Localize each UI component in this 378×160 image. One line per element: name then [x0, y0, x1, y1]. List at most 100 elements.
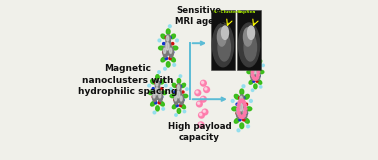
Ellipse shape — [257, 72, 259, 77]
Ellipse shape — [180, 96, 182, 101]
Circle shape — [253, 62, 255, 64]
Ellipse shape — [246, 107, 252, 111]
Circle shape — [251, 75, 253, 77]
Circle shape — [199, 123, 201, 125]
Circle shape — [172, 43, 174, 45]
Ellipse shape — [158, 92, 163, 102]
Circle shape — [161, 88, 163, 90]
Ellipse shape — [160, 102, 164, 106]
Circle shape — [237, 104, 240, 107]
Ellipse shape — [254, 84, 257, 89]
Circle shape — [243, 101, 245, 104]
Ellipse shape — [156, 106, 159, 111]
Circle shape — [158, 102, 160, 104]
Circle shape — [256, 80, 258, 82]
Ellipse shape — [175, 96, 177, 101]
Ellipse shape — [222, 26, 228, 39]
Circle shape — [241, 116, 244, 119]
Circle shape — [251, 74, 254, 76]
Circle shape — [204, 88, 207, 90]
Circle shape — [255, 78, 257, 80]
Circle shape — [237, 129, 240, 132]
Circle shape — [161, 96, 163, 98]
Circle shape — [262, 64, 264, 67]
Ellipse shape — [172, 46, 178, 50]
Ellipse shape — [251, 71, 255, 80]
Ellipse shape — [243, 109, 245, 114]
Circle shape — [169, 57, 171, 60]
Circle shape — [197, 102, 200, 104]
Ellipse shape — [155, 80, 160, 90]
Ellipse shape — [243, 108, 247, 119]
Ellipse shape — [166, 42, 169, 50]
Circle shape — [238, 101, 241, 104]
Ellipse shape — [212, 23, 234, 67]
Ellipse shape — [237, 109, 239, 114]
Circle shape — [238, 114, 241, 117]
Ellipse shape — [177, 108, 181, 113]
Ellipse shape — [181, 104, 186, 109]
Circle shape — [152, 96, 154, 98]
Text: EapSea: EapSea — [238, 10, 256, 14]
Circle shape — [203, 110, 205, 112]
Ellipse shape — [174, 95, 178, 105]
Ellipse shape — [152, 92, 157, 102]
Circle shape — [241, 99, 244, 102]
Circle shape — [182, 99, 184, 101]
Ellipse shape — [256, 71, 260, 80]
Circle shape — [170, 88, 172, 90]
Circle shape — [204, 87, 209, 92]
Circle shape — [249, 100, 253, 102]
Ellipse shape — [244, 34, 257, 61]
Ellipse shape — [259, 70, 264, 74]
Circle shape — [245, 112, 248, 114]
Ellipse shape — [245, 118, 249, 123]
Circle shape — [176, 85, 178, 88]
Circle shape — [251, 89, 254, 92]
Ellipse shape — [240, 123, 244, 128]
Ellipse shape — [159, 46, 164, 50]
Ellipse shape — [171, 57, 175, 62]
Circle shape — [201, 97, 204, 100]
Ellipse shape — [181, 83, 186, 88]
Circle shape — [240, 116, 242, 119]
Circle shape — [231, 100, 234, 102]
Circle shape — [251, 71, 254, 73]
Circle shape — [243, 119, 245, 121]
Circle shape — [201, 81, 204, 84]
Ellipse shape — [253, 66, 258, 78]
Ellipse shape — [236, 108, 241, 119]
Ellipse shape — [160, 80, 164, 84]
Circle shape — [172, 51, 174, 53]
Circle shape — [197, 101, 202, 107]
Circle shape — [258, 75, 260, 77]
Circle shape — [155, 102, 157, 104]
Ellipse shape — [177, 85, 180, 90]
Circle shape — [186, 88, 188, 90]
Ellipse shape — [234, 118, 239, 123]
Ellipse shape — [155, 88, 158, 95]
Circle shape — [179, 75, 182, 77]
Circle shape — [259, 86, 262, 88]
Circle shape — [176, 104, 178, 107]
Ellipse shape — [148, 91, 153, 95]
Circle shape — [252, 76, 255, 79]
Circle shape — [246, 125, 249, 128]
Circle shape — [174, 99, 176, 101]
Circle shape — [243, 114, 245, 117]
Circle shape — [257, 68, 259, 70]
Ellipse shape — [165, 41, 171, 55]
Ellipse shape — [249, 80, 253, 84]
Circle shape — [152, 88, 154, 90]
Circle shape — [251, 68, 254, 70]
Text: High payload
capacity: High payload capacity — [167, 122, 231, 142]
Circle shape — [195, 90, 201, 96]
Circle shape — [163, 51, 165, 53]
Ellipse shape — [258, 80, 262, 84]
Ellipse shape — [254, 55, 257, 60]
Ellipse shape — [156, 81, 158, 86]
Circle shape — [254, 64, 256, 66]
Circle shape — [258, 67, 260, 69]
Ellipse shape — [177, 79, 181, 84]
Ellipse shape — [166, 34, 170, 45]
